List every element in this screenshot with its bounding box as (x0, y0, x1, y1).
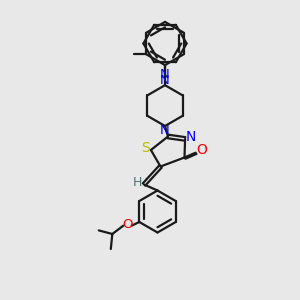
Text: O: O (122, 218, 133, 232)
Text: S: S (141, 142, 150, 155)
Text: O: O (196, 143, 207, 157)
Text: N: N (160, 68, 170, 81)
Text: N: N (160, 74, 170, 87)
Text: N: N (160, 124, 170, 137)
Text: N: N (185, 130, 196, 144)
Text: H: H (133, 176, 142, 189)
